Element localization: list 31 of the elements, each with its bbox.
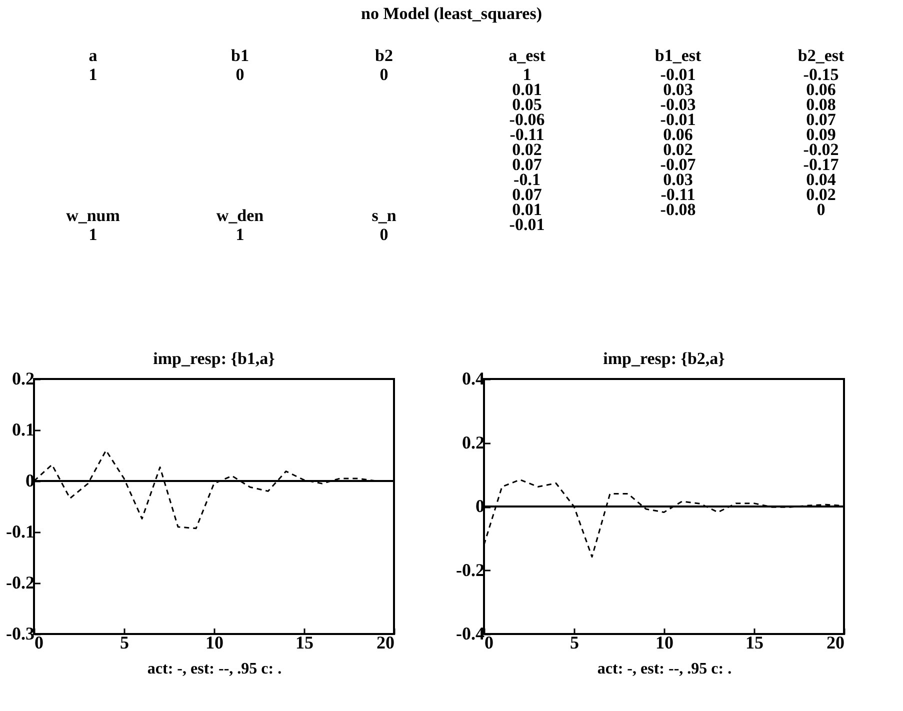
x-tick-label: 15 xyxy=(296,632,314,652)
x-tick-label: 15 xyxy=(746,632,764,652)
text: b2_est -0.15 0.06 0.08 0.07 0.09 -0.02 -0.17 0.04 0.02 0 xyxy=(798,46,844,219)
y-tick-label: 0.4 xyxy=(462,368,484,388)
y-tick-label: 0.2 xyxy=(12,368,34,388)
text: a_est 1 0.01 0.05 -0.06 -0.11 0.02 0.07 -0.1 0.07 0.01 -0.01 xyxy=(508,46,546,234)
text: s_n 0 xyxy=(372,206,396,244)
x-axis-title: act: -, est: --, .95 c: . xyxy=(597,660,732,678)
y-tick-label: 0.1 xyxy=(12,420,34,440)
y-tick-label: -0.2 xyxy=(456,560,484,580)
y-tick-label: 0.2 xyxy=(462,432,484,452)
y-tick-label: -0.3 xyxy=(6,624,34,644)
x-tick-label: 20 xyxy=(376,632,394,652)
text: b1_est -0.01 0.03 -0.03 -0.01 0.06 0.02 -0.07 0.03 -0.11 -0.08 xyxy=(654,46,702,219)
x-tick-label: 5 xyxy=(120,632,129,652)
x-tick-label: 10 xyxy=(206,632,224,652)
y-tick-label: -0.4 xyxy=(456,624,484,644)
text: a 1 xyxy=(88,46,98,84)
y-tick-label: -0.2 xyxy=(6,572,34,592)
text: w_num 1 xyxy=(66,206,120,244)
x-tick-label: 5 xyxy=(570,632,579,652)
x-tick-label: 20 xyxy=(826,632,844,652)
text: b2 0 xyxy=(375,46,393,84)
x-tick-label: 10 xyxy=(656,632,674,652)
text: b1 0 xyxy=(231,46,249,84)
chart-title: imp_resp: {b1,a} xyxy=(153,349,276,368)
y-tick-label: -0.1 xyxy=(6,522,34,542)
chart-title: imp_resp: {b2,a} xyxy=(603,349,726,368)
text: no Model (least_squares) xyxy=(360,4,543,24)
x-axis-title: act: -, est: --, .95 c: . xyxy=(147,660,282,678)
text: w_den 1 xyxy=(216,206,264,244)
